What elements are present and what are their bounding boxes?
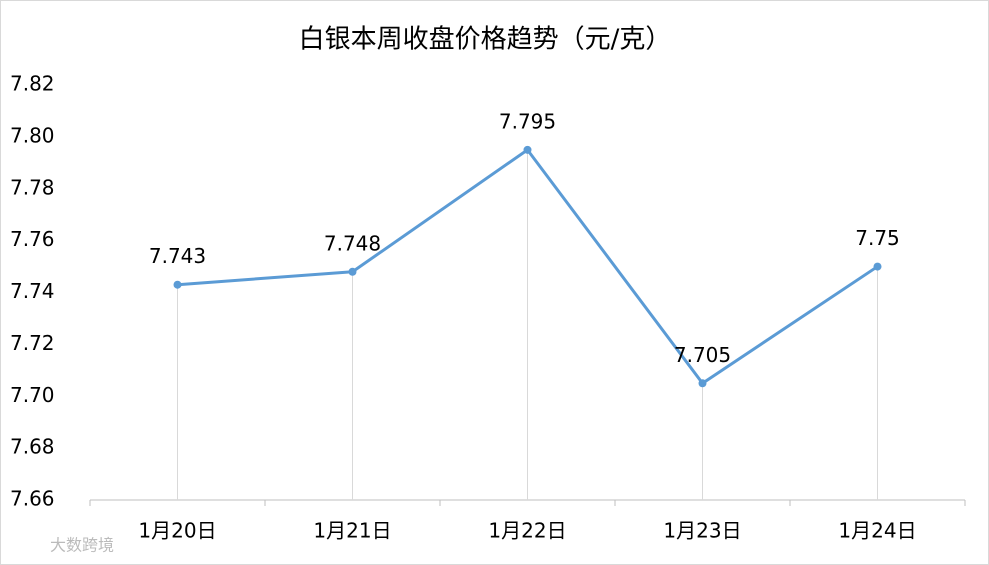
data-label: 7.748 (324, 231, 381, 255)
x-tick-label: 1月24日 (838, 519, 916, 543)
x-tick-label: 1月23日 (663, 519, 741, 543)
y-tick-label: 7.72 (10, 331, 55, 355)
x-tick-label: 1月21日 (313, 519, 391, 543)
point (173, 280, 182, 289)
y-tick-label: 7.82 (10, 72, 55, 96)
y-tick-label: 7.74 (10, 279, 55, 303)
watermark: 大数跨境 (50, 536, 114, 555)
y-tick-label: 7.66 (10, 487, 55, 511)
x-tick-label: 1月20日 (138, 519, 216, 543)
y-tick-label: 7.76 (10, 227, 55, 251)
data-label: 7.705 (674, 343, 731, 367)
point (348, 267, 357, 276)
point (523, 145, 532, 154)
x-tick-label: 1月22日 (488, 519, 566, 543)
y-tick-label: 7.70 (10, 383, 55, 407)
point (698, 379, 707, 388)
data-label: 7.743 (149, 244, 206, 268)
data-label: 7.75 (855, 226, 900, 250)
y-tick-label: 7.80 (10, 123, 55, 147)
y-tick-label: 7.78 (10, 175, 55, 199)
point (873, 262, 882, 271)
y-tick-label: 7.68 (10, 435, 55, 459)
chart-title: 白银本周收盘价格趋势（元/克） (299, 25, 672, 55)
data-label: 7.795 (499, 109, 556, 133)
